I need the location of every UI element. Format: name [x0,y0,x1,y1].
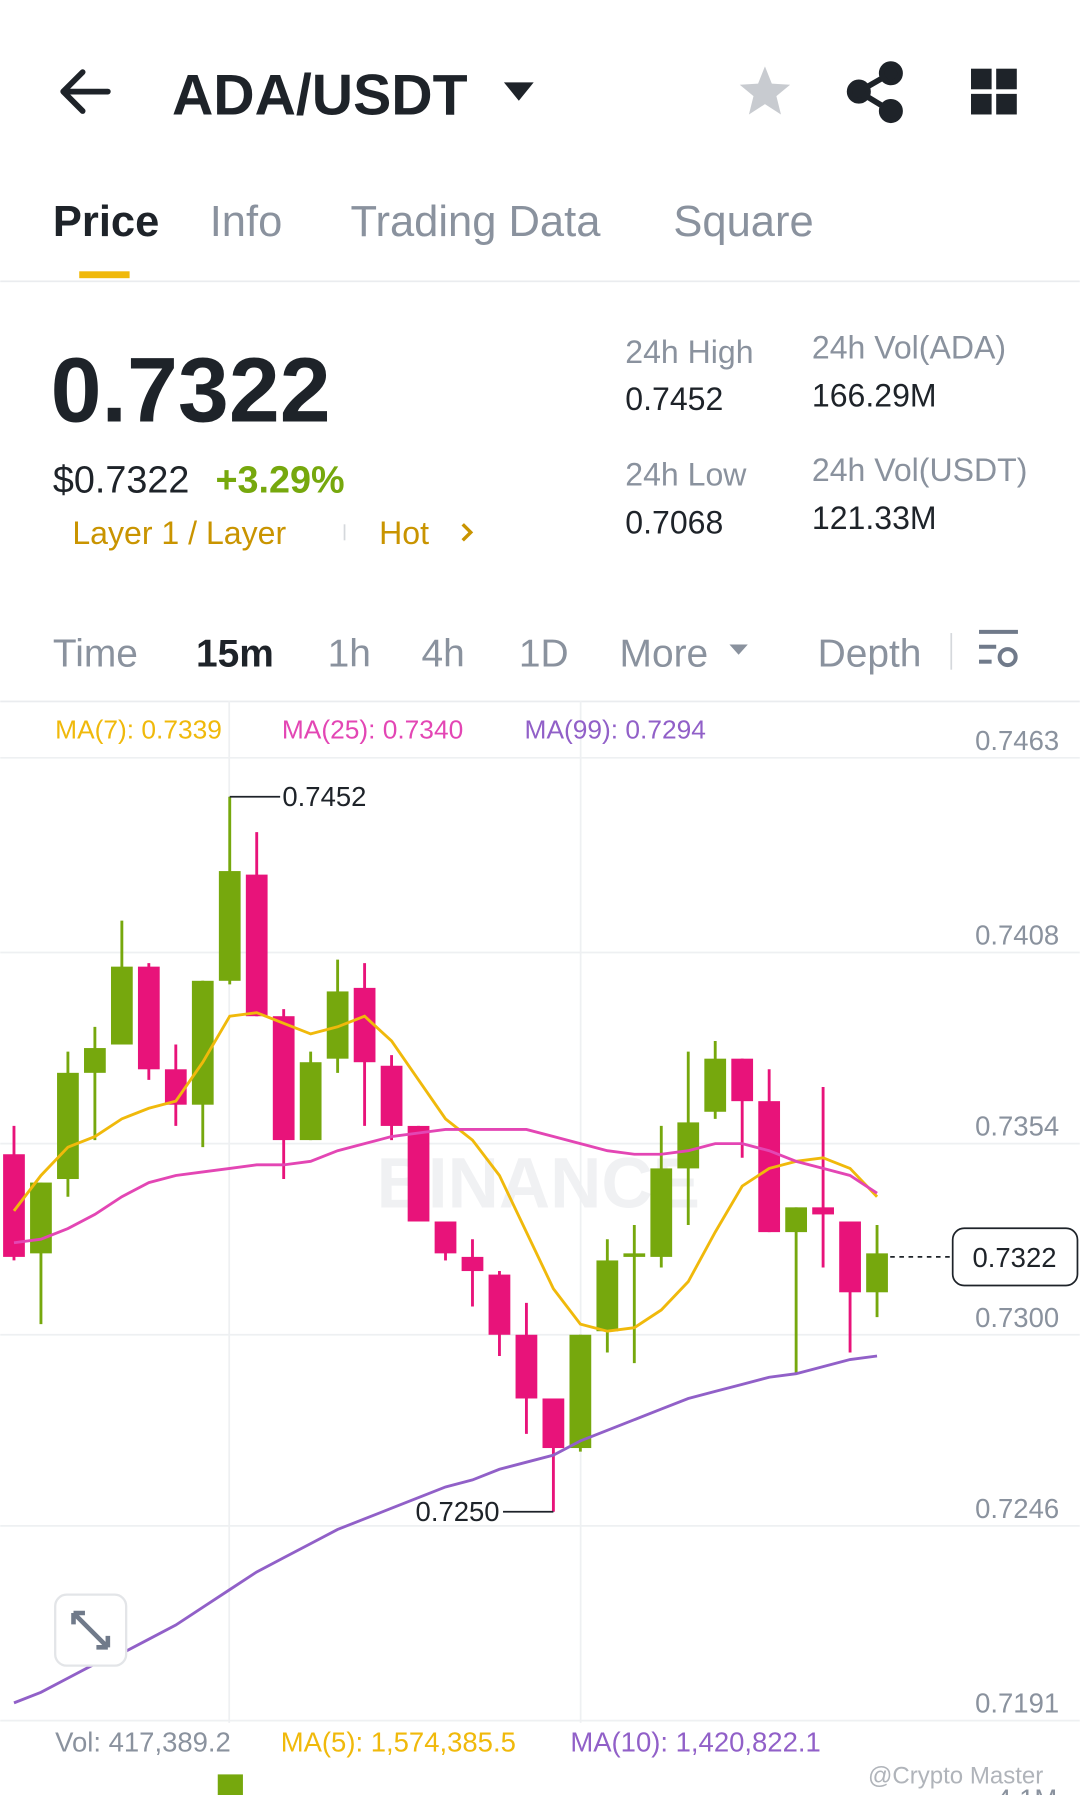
candle-body [380,1065,403,1126]
tag-separator [343,524,346,541]
candle-body [434,1221,457,1254]
stat-label: 24h High [625,334,753,370]
candle-body [650,1168,673,1257]
candle-body [191,980,214,1105]
chevron[interactable] [461,523,474,542]
candle-body [110,966,133,1045]
y-tick-label: 0.7246 [975,1493,1059,1524]
candle-body [137,966,160,1070]
candle-body [569,1334,592,1449]
stat-value: 166.29M [812,377,937,413]
candle-body [785,1207,808,1233]
interval-separator [950,633,953,670]
y-tick-label: 0.7354 [975,1111,1059,1142]
stat-value: 0.7068 [625,504,723,540]
tab[interactable]: Info [210,198,283,246]
pair-title[interactable]: ADA/USDT [172,63,468,127]
last-price: 0.7322 [51,339,331,441]
candle-body [57,1072,79,1180]
legend-entry: MA(7): 0.7339 [55,714,222,744]
candle-body [515,1334,538,1399]
interval[interactable]: Depth [818,632,922,675]
ma-line [13,1128,878,1245]
share-icon[interactable] [846,61,903,124]
candle-body [326,991,349,1059]
chart-settings-icon[interactable] [979,629,1018,668]
candle-body [461,1256,484,1272]
last-price-box [951,1227,1079,1287]
candle-body [30,1182,52,1254]
last-price-label: 0.7322 [972,1242,1056,1273]
candle-body [542,1398,565,1449]
volume-ma: MA(10): 1,420,822.1 [570,1726,820,1757]
ma-line [12,1011,879,1333]
tab[interactable]: Trading Data [351,198,602,246]
y-tick-label: 0.7463 [975,725,1059,756]
candle-body [596,1260,619,1332]
interval[interactable]: More [620,632,709,675]
legend-entry: MA(25): 0.7340 [282,714,463,744]
candle-body [488,1274,511,1335]
tab-underline [79,271,130,279]
volume-label: Vol: 417,389.2 [55,1726,231,1757]
expand-button[interactable] [54,1593,128,1667]
interval-active[interactable]: 15m [196,632,274,675]
grid-icon[interactable] [971,68,1017,115]
tag[interactable]: Hot [379,515,429,551]
candle-body [623,1253,646,1257]
volume-bar [217,1774,243,1795]
favorite-star[interactable] [739,66,791,115]
candle-body [407,1125,430,1222]
candle-body [839,1221,861,1293]
y-tick-label: 0.7300 [975,1302,1059,1333]
legend-entry: MA(99): 0.7294 [525,714,706,744]
candle-chart: 0.7463 0.7408 0.7354 0.7300 0.7246 0.7191 0.74… [0,725,1080,1722]
candle-body [164,1069,187,1105]
candle-body [245,874,268,1017]
interval[interactable]: 1h [328,632,371,675]
candle-body [866,1253,888,1293]
stat-label: 24h Low [625,456,747,492]
interval[interactable]: Time [53,632,138,675]
candle-body [704,1058,727,1112]
price-change: +3.29% [215,459,344,501]
stat-value: 0.7452 [625,381,723,417]
interval[interactable]: 1D [519,632,569,675]
candle-body [218,871,241,981]
divider [0,700,1080,703]
y-tick-label: 0.7191 [975,1688,1059,1719]
candle-body [299,1062,322,1141]
y-tick-label: 0.7408 [975,919,1059,950]
watermark: @Crypto Master [868,1763,1043,1790]
volume-axis-label: 4.1M [996,1784,1057,1795]
stat-label: 24h Vol(ADA) [812,329,1006,365]
interval[interactable]: 4h [422,632,465,675]
tab[interactable]: Square [673,198,813,246]
candle-body [353,987,376,1063]
candle-body [812,1207,834,1215]
tab-active[interactable]: Price [53,198,159,246]
high-label: 0.7452 [282,781,366,812]
divider [0,280,1080,283]
stat-value: 121.33M [812,500,937,536]
back-button[interactable] [60,69,111,114]
candle-body [84,1048,106,1073]
pair-caret[interactable] [503,82,534,101]
candle-body [731,1058,754,1102]
candle-body [677,1122,700,1169]
chart-watermark: BINANCE [377,1145,700,1224]
usd-price: $0.7322 [53,459,190,501]
stat-label: 24h Vol(USDT) [812,452,1028,488]
candle-body [3,1154,25,1257]
ma-line [13,1354,878,1705]
candle-body [272,1016,295,1141]
low-label: 0.7250 [416,1496,500,1527]
more-caret[interactable] [729,644,748,655]
back-arrow [60,69,111,114]
tag[interactable]: Layer 1 / Layer [72,515,286,551]
candle-body [758,1101,781,1233]
volume-ma: MA(5): 1,574,385.5 [281,1726,516,1757]
